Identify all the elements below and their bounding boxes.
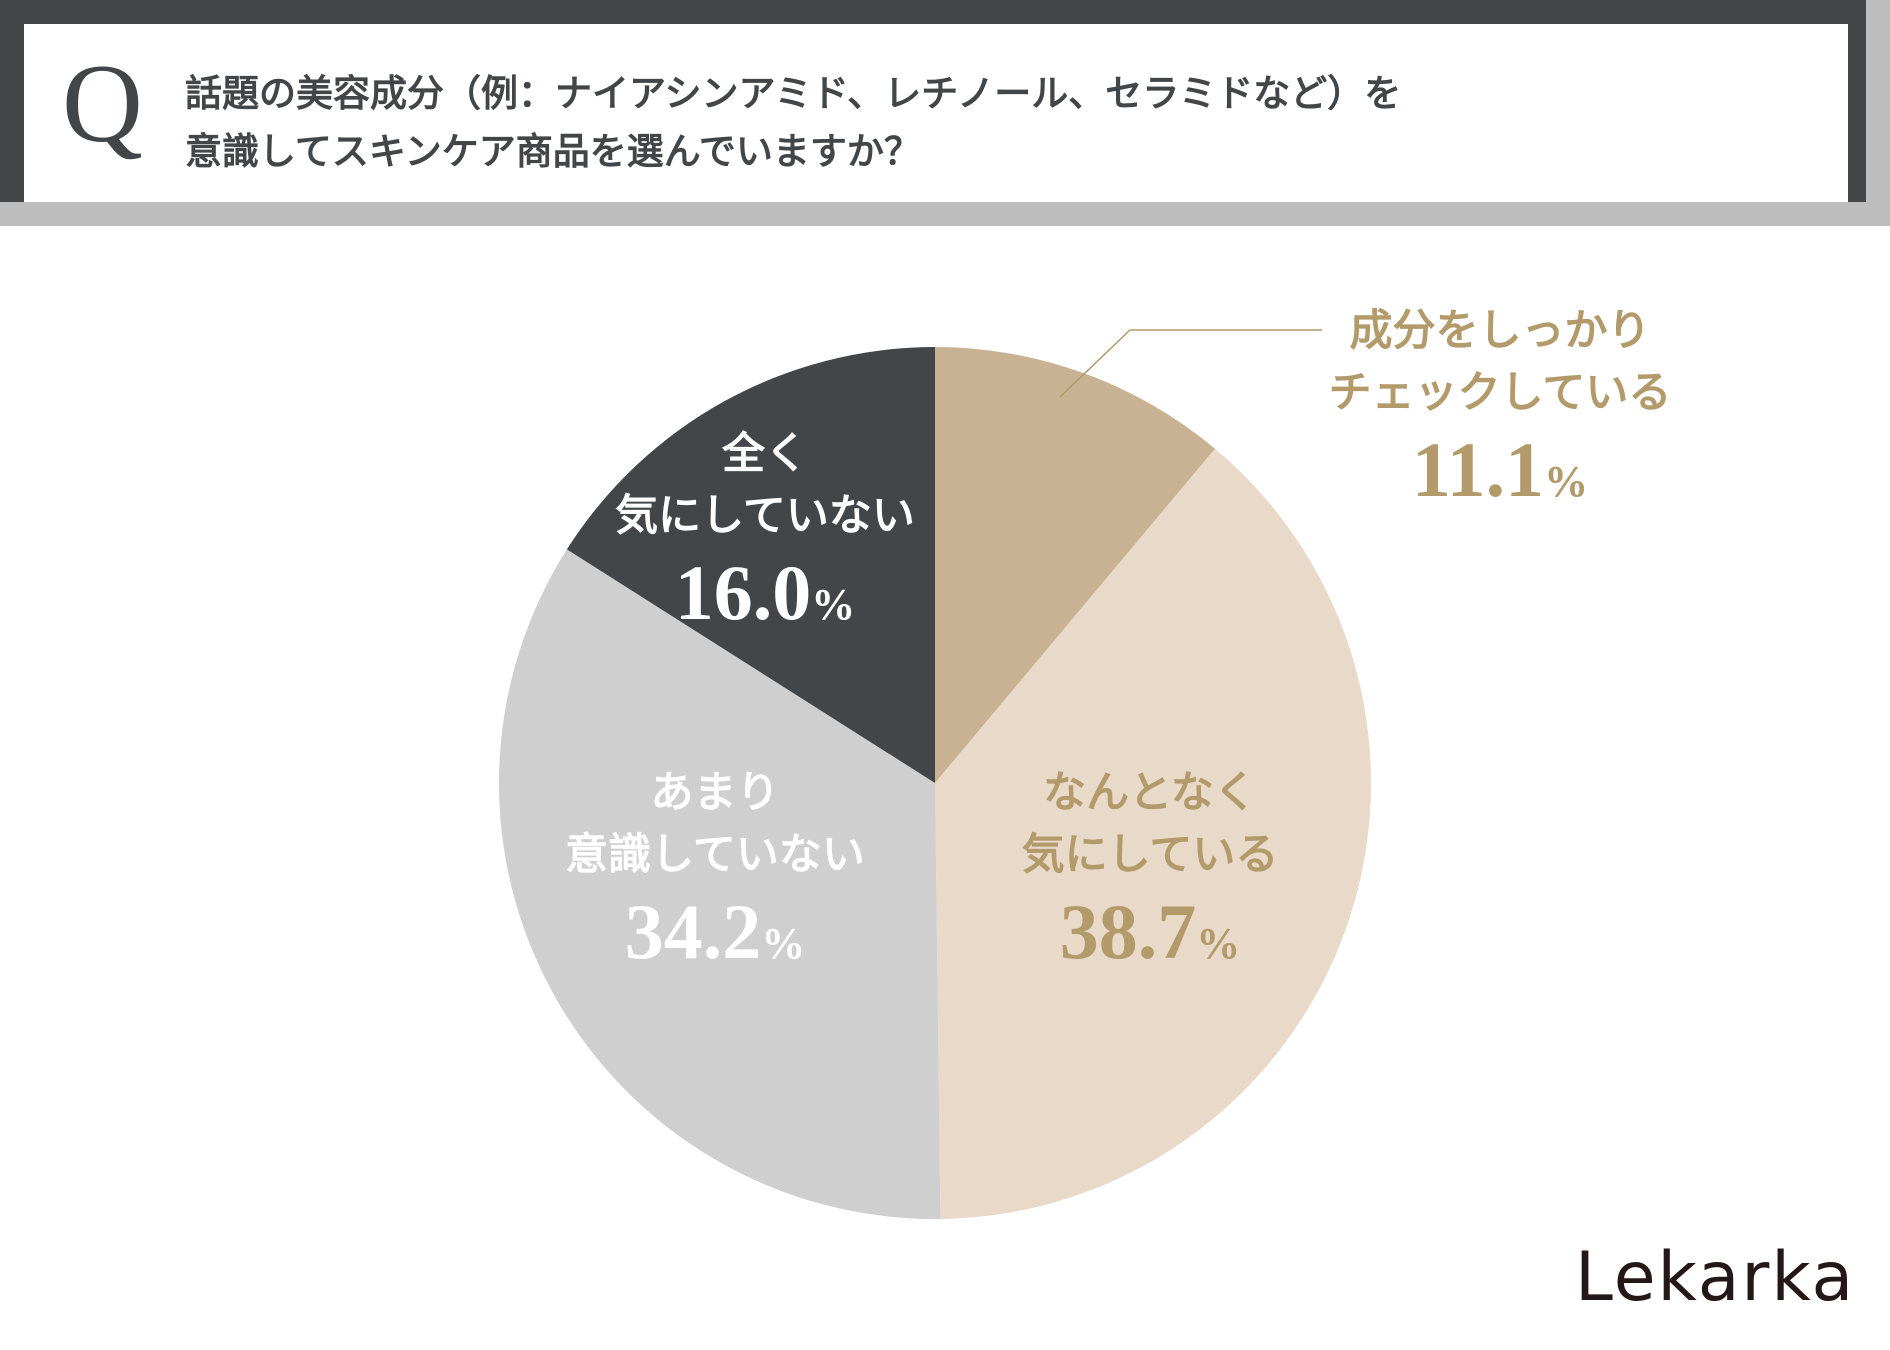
- slice-value-unit: %: [811, 580, 856, 629]
- slice-label-not-much-aware: あまり 意識していない 34.2%: [515, 762, 915, 990]
- slice-label-line: 気にしていない: [615, 491, 915, 541]
- slice-value-unit: %: [1196, 919, 1241, 968]
- slice-label-line: あまり: [650, 768, 780, 818]
- question-line-1: 話題の美容成分（例：ナイアシンアミド、レチノール、セラミドなど）を: [185, 71, 1402, 115]
- pie-slice-somewhat-care: [935, 448, 1372, 1219]
- slice-label-line: チェックしている: [1328, 368, 1672, 418]
- pie-slice-not-at-all: [566, 347, 935, 783]
- slice-value: 16.0%: [565, 547, 965, 651]
- question-q-letter: Q: [62, 42, 143, 166]
- slice-label-somewhat-care: なんとなく 気にしている 38.7%: [950, 762, 1350, 990]
- slice-value-number: 34.2: [624, 888, 762, 975]
- brand-logo: Lekarka: [1575, 1238, 1856, 1317]
- slice-value-number: 16.0: [674, 549, 812, 636]
- leader-line-segment-1: [1059, 329, 1131, 398]
- slice-label-not-at-all: 全く 気にしていない 16.0%: [565, 423, 965, 651]
- slice-label-line: なんとなく: [1043, 768, 1257, 818]
- slice-label-line: 意識していない: [565, 830, 865, 880]
- slice-label-line: 気にしている: [1021, 830, 1279, 880]
- slice-value-unit: %: [761, 919, 806, 968]
- slice-value-unit: %: [1544, 457, 1589, 506]
- slice-label-thorough-check: 成分をしっかり チェックしている 11.1%: [1300, 300, 1700, 528]
- slice-label-line: 全く: [722, 429, 808, 479]
- pie-slice-not-much-aware: [498, 549, 941, 1220]
- question-text: 話題の美容成分（例：ナイアシンアミド、レチノール、セラミドなど）を 意識してスキ…: [185, 64, 1785, 180]
- slice-value: 34.2%: [515, 886, 915, 990]
- pie-slice-thorough-check: [935, 347, 1216, 783]
- slice-value: 11.1%: [1300, 424, 1700, 528]
- slice-value: 38.7%: [950, 886, 1350, 990]
- question-line-2: 意識してスキンケア商品を選んでいますか？: [185, 129, 921, 173]
- slice-value-number: 38.7: [1059, 888, 1197, 975]
- slice-label-line: 成分をしっかり: [1349, 306, 1651, 356]
- slice-value-number: 11.1: [1411, 426, 1545, 513]
- question-box: [24, 24, 1848, 202]
